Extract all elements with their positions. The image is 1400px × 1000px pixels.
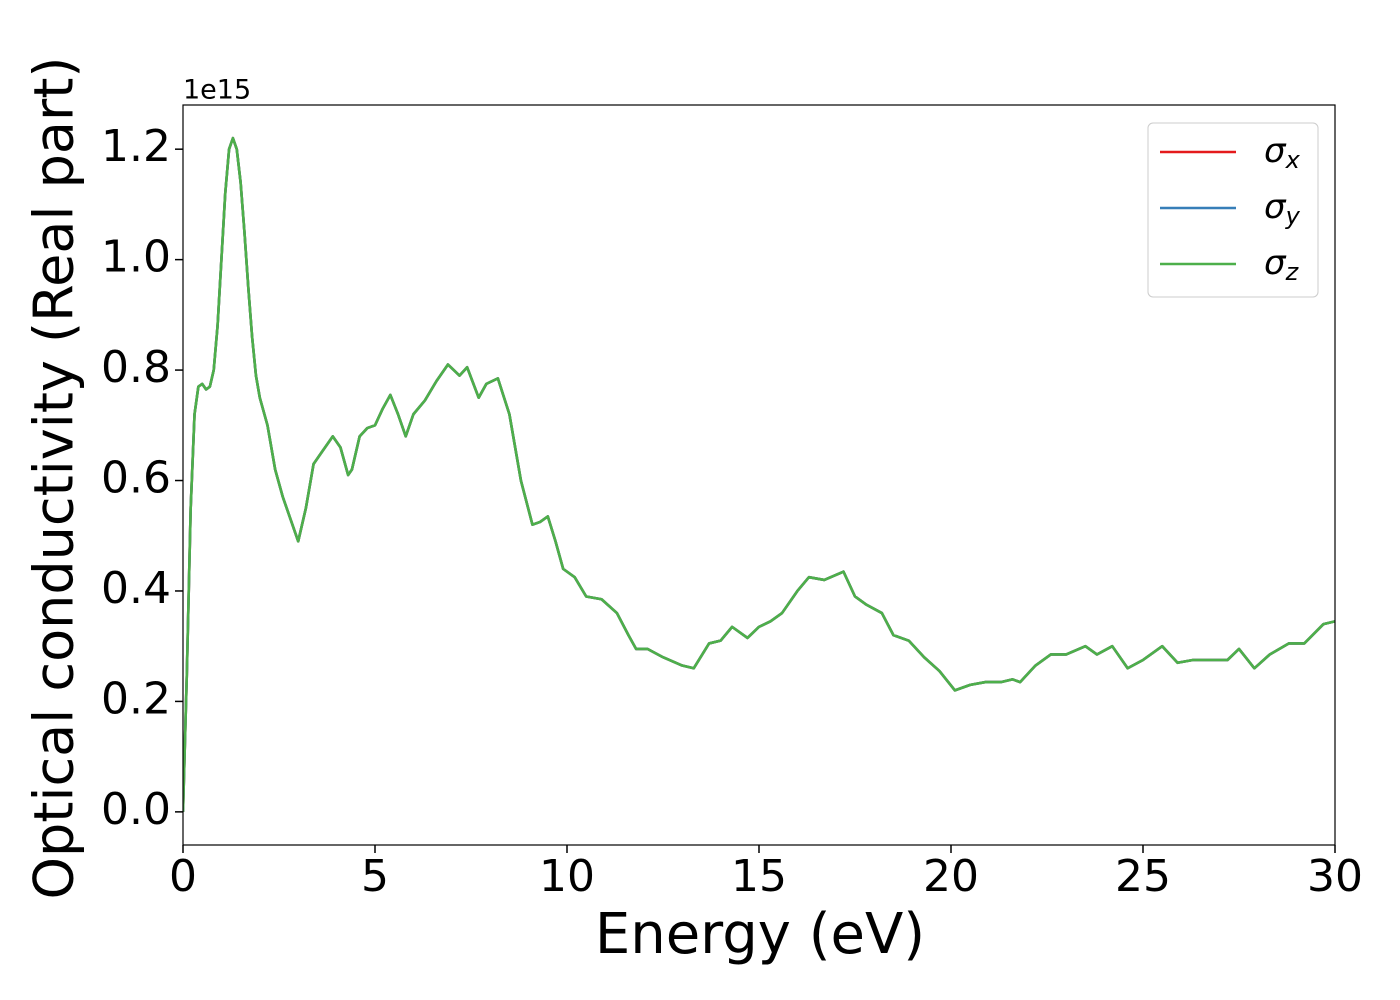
y-offset-label: 1e15 [183, 75, 251, 106]
y-tick-label: 0.4 [101, 563, 171, 614]
x-tick-label: 15 [731, 851, 787, 902]
x-tick-label: 5 [361, 851, 389, 902]
x-tick-label: 20 [923, 851, 979, 902]
y-tick-label: 0.6 [101, 453, 171, 504]
y-tick-label: 0.2 [101, 673, 171, 724]
y-tick-label: 0.0 [101, 784, 171, 835]
series-line [183, 136, 1335, 812]
legend-label: σy [1264, 187, 1301, 231]
x-axis-label: Energy (eV) [595, 902, 925, 967]
x-tick-label: 10 [539, 851, 595, 902]
legend-label: σz [1264, 243, 1300, 287]
y-tick-label: 1.2 [101, 121, 171, 172]
x-tick-label: 30 [1307, 851, 1363, 902]
plot-frame [182, 104, 1336, 846]
y-tick-label: 1.0 [101, 232, 171, 283]
legend-box [1147, 122, 1319, 298]
legend-label: σx [1264, 131, 1301, 175]
x-tick-label: 25 [1115, 851, 1171, 902]
y-tick-label: 0.8 [101, 342, 171, 393]
x-tick-label: 0 [169, 851, 197, 902]
y-axis-label: Optical conductivity (Real part) [23, 57, 86, 900]
